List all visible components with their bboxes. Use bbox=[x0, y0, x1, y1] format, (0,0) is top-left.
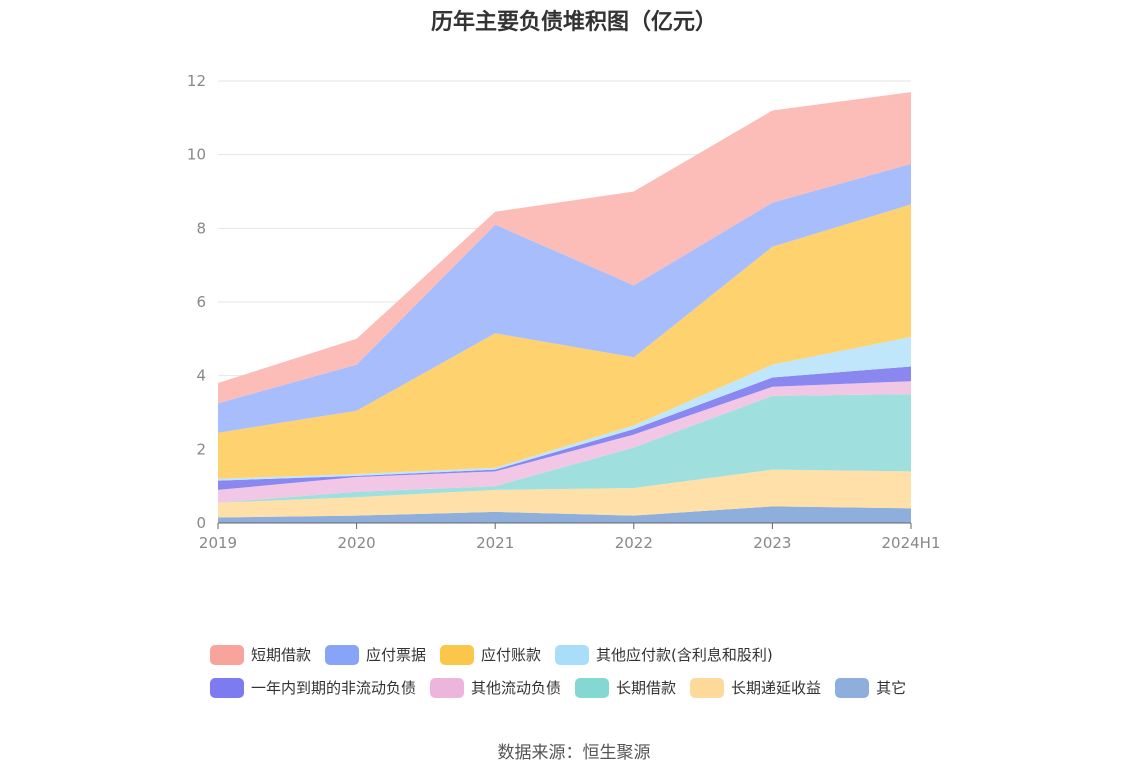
legend-label: 其他应付款(含利息和股利) bbox=[596, 646, 773, 664]
area-series-layer bbox=[218, 92, 911, 523]
legend-item[interactable]: 其他应付款(含利息和股利) bbox=[555, 644, 773, 665]
legend-label: 一年内到期的非流动负债 bbox=[251, 679, 417, 697]
y-tick-label: 4 bbox=[196, 367, 206, 385]
legend-swatch bbox=[440, 644, 475, 665]
chart-title: 历年主要负债堆积图（亿元） bbox=[430, 10, 717, 35]
area-series-2 bbox=[218, 394, 911, 503]
legend-item[interactable]: 长期递延收益 bbox=[690, 677, 821, 698]
legend-swatch bbox=[210, 677, 244, 698]
legend-label: 长期借款 bbox=[616, 679, 677, 697]
y-tick-label: 8 bbox=[196, 219, 206, 237]
legend-item[interactable]: 一年内到期的非流动负债 bbox=[210, 677, 416, 698]
legend-label: 短期借款 bbox=[251, 646, 312, 664]
legend-item[interactable]: 长期借款 bbox=[575, 677, 676, 698]
x-tick-label: 2020 bbox=[338, 534, 376, 552]
legend-label: 其他流动负债 bbox=[471, 679, 562, 697]
x-tick-label: 2022 bbox=[615, 534, 653, 552]
legend-item[interactable]: 应付账款 bbox=[440, 644, 541, 665]
legend-swatch bbox=[575, 677, 610, 698]
y-tick-label: 12 bbox=[187, 72, 206, 90]
legend-swatch bbox=[430, 677, 465, 698]
y-tick-label: 0 bbox=[196, 514, 206, 532]
area-series-4 bbox=[218, 366, 911, 490]
x-tick-label: 2024H1 bbox=[882, 534, 941, 552]
area-series-6 bbox=[218, 204, 911, 479]
area-series-5 bbox=[218, 337, 911, 481]
legend-swatch bbox=[835, 677, 870, 698]
area-series-3 bbox=[218, 381, 911, 503]
area-series-7 bbox=[218, 163, 911, 433]
area-series-8 bbox=[218, 92, 911, 404]
area-series-1 bbox=[218, 469, 911, 518]
y-tick-label: 10 bbox=[187, 146, 206, 164]
legend-row: 短期借款 应付票据 应付账款 其他应付款(含利息和股利) bbox=[210, 638, 970, 671]
x-tick-label: 2019 bbox=[199, 534, 237, 552]
legend-row: 一年内到期的非流动负债 其他流动负债 长期借款 长期递延收益 其它 bbox=[210, 671, 970, 704]
legend-swatch bbox=[325, 644, 360, 665]
legend-label: 应付票据 bbox=[366, 646, 427, 664]
area-series-0 bbox=[218, 506, 911, 523]
legend-label: 其它 bbox=[876, 679, 907, 697]
legend-label: 长期递延收益 bbox=[731, 679, 822, 697]
legend-item[interactable]: 其它 bbox=[835, 677, 906, 698]
legend-item[interactable]: 其他流动负债 bbox=[430, 677, 561, 698]
legend-item[interactable]: 应付票据 bbox=[325, 644, 426, 665]
y-tick-label: 2 bbox=[196, 440, 206, 458]
legend-swatch bbox=[555, 644, 590, 665]
stacked-area-chart: 0 2 4 6 8 10 12 2019 2020 2021 2022 2023 2024H1 bbox=[187, 72, 941, 552]
axes: 0 2 4 6 8 10 12 2019 2020 2021 2022 2023 2024H1 bbox=[187, 72, 941, 552]
legend-swatch bbox=[690, 677, 725, 698]
data-source: 数据来源：恒生聚源 bbox=[497, 743, 651, 763]
y-tick-label: 6 bbox=[196, 293, 206, 311]
legend-label: 应付账款 bbox=[481, 646, 542, 664]
legend-swatch bbox=[210, 644, 244, 665]
legend: 短期借款 应付票据 应付账款 其他应付款(含利息和股利) 一年内到期的非流动负债 其他流动… bbox=[210, 638, 970, 704]
x-tick-label: 2021 bbox=[476, 534, 514, 552]
x-tick-label: 2023 bbox=[753, 534, 791, 552]
legend-item[interactable]: 短期借款 bbox=[210, 644, 311, 665]
